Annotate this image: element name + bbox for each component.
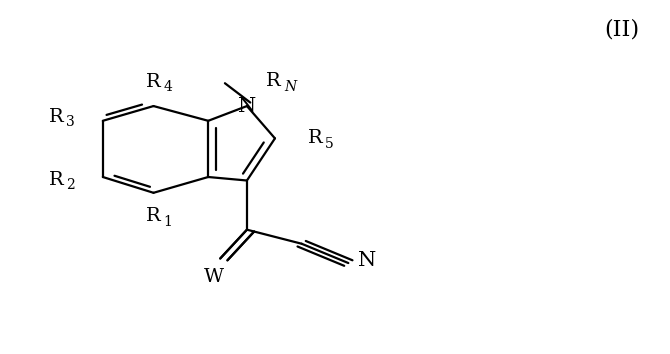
Text: W: W <box>204 268 224 286</box>
Text: N: N <box>358 251 376 270</box>
Text: R: R <box>49 171 64 189</box>
Text: R: R <box>146 207 161 225</box>
Text: R: R <box>49 108 64 126</box>
Text: N: N <box>238 97 256 115</box>
Text: N: N <box>284 80 296 94</box>
Text: 3: 3 <box>66 115 75 129</box>
Text: (II): (II) <box>604 18 639 40</box>
Text: R: R <box>266 73 281 91</box>
Text: 4: 4 <box>163 80 173 95</box>
Text: R: R <box>308 129 322 147</box>
Text: 1: 1 <box>163 215 173 229</box>
Text: 2: 2 <box>66 178 75 192</box>
Text: R: R <box>146 73 161 91</box>
Text: 5: 5 <box>326 137 334 151</box>
